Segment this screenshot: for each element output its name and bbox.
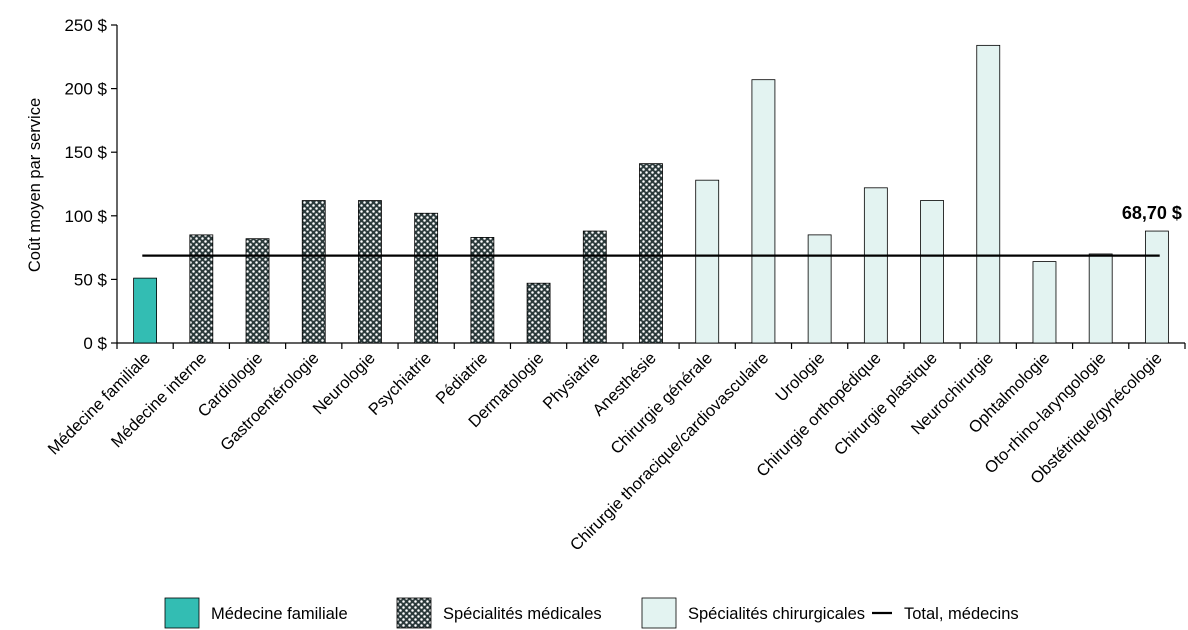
- x-category-label: Pédiatrie: [432, 349, 491, 408]
- y-tick-label: 150 $: [64, 143, 107, 162]
- bar-medical: [582, 230, 607, 344]
- legend-swatch-surgical: [641, 597, 677, 629]
- x-category-label: Médecine interne: [108, 349, 210, 451]
- bar-medical: [189, 234, 214, 344]
- bar-medical: [358, 200, 382, 344]
- bar-surgical: [920, 200, 944, 344]
- y-tick-label: 200 $: [64, 80, 107, 99]
- bar-medical: [639, 163, 663, 344]
- y-tick-label: 0 $: [83, 334, 107, 353]
- legend-label-total: Total, médecins: [904, 605, 1019, 623]
- bar-surgical: [976, 44, 1001, 344]
- bar-surgical: [1088, 253, 1113, 344]
- y-tick-label: 250 $: [64, 16, 107, 35]
- y-axis-title: Coût moyen par service: [26, 98, 44, 272]
- x-category-label: Chirurgie plastique: [831, 349, 941, 459]
- legend-label-surgical: Spécialités chirurgicales: [688, 605, 865, 623]
- x-category-label: Gastroentérologie: [217, 349, 322, 454]
- bar-surgical: [1144, 230, 1169, 344]
- x-category-label: Médecine familiale: [45, 349, 154, 458]
- bar-surgical: [695, 179, 720, 344]
- bar-family: [133, 277, 158, 344]
- bar-medical: [245, 238, 270, 344]
- bar-medical: [470, 237, 495, 344]
- y-tick-label: 100 $: [64, 207, 107, 226]
- bar-surgical: [1032, 261, 1057, 344]
- bar-medical: [301, 200, 326, 344]
- x-category-label: Chirurgie thoracique/cardiovasculaire: [567, 349, 772, 554]
- bar-surgical: [751, 79, 776, 344]
- bar-medical: [414, 212, 439, 344]
- legend-label-family: Médecine familiale: [211, 605, 348, 623]
- bar-surgical: [863, 187, 888, 344]
- x-category-label: Chirurgie générale: [607, 349, 716, 458]
- legend-swatch-family: [164, 597, 200, 629]
- total-value-label: 68,70 $: [1122, 203, 1182, 223]
- legend-swatch-medical: [396, 597, 432, 629]
- bar-surgical: [807, 234, 832, 344]
- legend-label-medical: Spécialités médicales: [443, 605, 602, 623]
- bar-medical: [526, 282, 551, 344]
- y-tick-label: 50 $: [74, 270, 108, 289]
- x-category-label: Urologie: [772, 349, 828, 405]
